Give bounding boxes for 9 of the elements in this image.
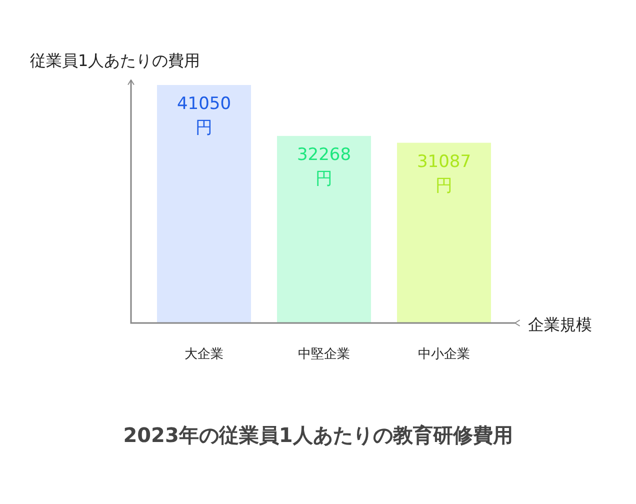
x-tick-label: 中小企業 — [418, 347, 470, 362]
x-tick-label: 中堅企業 — [298, 347, 350, 362]
data-label: 41050円 — [176, 94, 232, 138]
text: 2023年の従業員1人あたりの教育研修費用 — [123, 423, 513, 447]
y-axis-title: 従業員1人あたりの費用 — [30, 51, 200, 70]
x-axis-title: 企業規模 — [528, 315, 592, 334]
data-label: 31087円 — [416, 152, 472, 196]
x-tick-label: 大企業 — [184, 347, 224, 362]
data-label: 32268円 — [296, 144, 352, 189]
